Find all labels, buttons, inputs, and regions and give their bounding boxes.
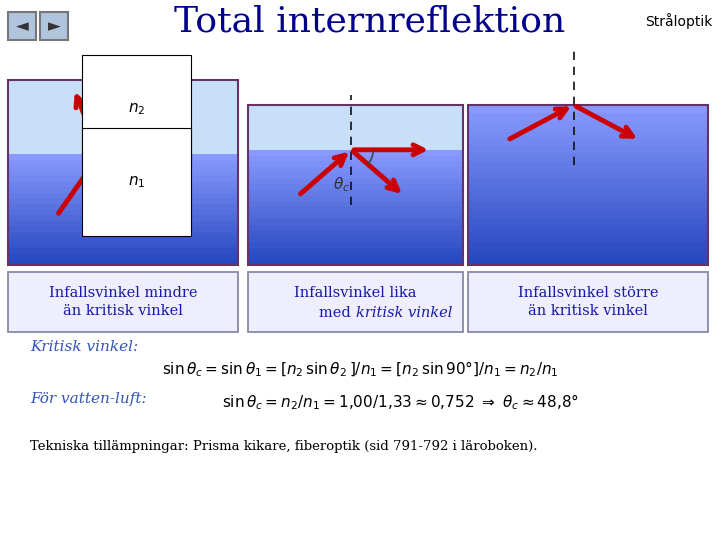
Text: För vatten-luft:: För vatten-luft: xyxy=(30,392,147,406)
Bar xyxy=(468,201,708,209)
Bar xyxy=(248,242,463,248)
Bar xyxy=(8,198,238,204)
Bar xyxy=(248,207,463,213)
Bar xyxy=(468,169,708,177)
Bar xyxy=(8,226,238,232)
Bar xyxy=(248,156,463,161)
Text: $n_1$: $n_1$ xyxy=(128,174,145,190)
Bar xyxy=(468,185,708,193)
Bar xyxy=(8,182,238,187)
Bar xyxy=(248,201,463,207)
Bar xyxy=(248,236,463,242)
Bar xyxy=(248,213,463,219)
Bar xyxy=(8,204,238,210)
Bar xyxy=(248,105,463,150)
Bar xyxy=(468,145,708,153)
Bar xyxy=(248,150,463,156)
Text: Infallsvinkel mindre
än kritisk vinkel: Infallsvinkel mindre än kritisk vinkel xyxy=(49,286,197,318)
Bar xyxy=(8,232,238,237)
Text: ►: ► xyxy=(48,17,60,35)
Bar xyxy=(8,80,238,154)
Bar xyxy=(248,219,463,225)
Bar xyxy=(8,80,238,265)
Bar xyxy=(468,137,708,145)
Bar xyxy=(248,259,463,265)
Bar xyxy=(468,193,708,201)
Bar xyxy=(468,153,708,161)
Bar xyxy=(8,171,238,176)
Bar xyxy=(8,210,238,215)
Bar xyxy=(468,217,708,225)
Bar xyxy=(468,233,708,241)
Text: Total internreflektion: Total internreflektion xyxy=(174,5,566,39)
Text: med: med xyxy=(319,306,356,320)
Bar xyxy=(468,177,708,185)
Bar xyxy=(248,225,463,231)
Bar xyxy=(248,173,463,179)
Bar xyxy=(248,179,463,184)
Bar xyxy=(248,105,463,265)
Text: $\sin\theta_c = \sin\theta_1 = [n_2\,\sin\theta_2\,]/n_1 = [n_2\,\sin 90°]/n_1 =: $\sin\theta_c = \sin\theta_1 = [n_2\,\si… xyxy=(162,360,558,380)
Bar xyxy=(8,221,238,226)
Bar xyxy=(468,257,708,265)
Bar xyxy=(8,259,238,265)
Bar xyxy=(8,187,238,193)
Bar xyxy=(248,184,463,190)
Bar xyxy=(468,129,708,137)
Bar xyxy=(8,237,238,243)
Bar xyxy=(468,121,708,129)
Bar xyxy=(8,154,238,159)
Text: $\sin\theta_c = n_2/n_1 = 1{,}00/1{,}33 \approx 0{,}752\ \Rightarrow\ \theta_c \: $\sin\theta_c = n_2/n_1 = 1{,}00/1{,}33 … xyxy=(222,392,578,411)
Bar xyxy=(468,105,708,113)
Text: Infallsvinkel större
än kritisk vinkel: Infallsvinkel större än kritisk vinkel xyxy=(518,286,658,318)
Text: $n_2$: $n_2$ xyxy=(128,101,145,117)
Bar xyxy=(468,161,708,169)
Bar xyxy=(468,249,708,257)
Text: Infallsvinkel lika: Infallsvinkel lika xyxy=(294,286,417,300)
Text: ◄: ◄ xyxy=(16,17,28,35)
Bar xyxy=(248,253,463,259)
Bar xyxy=(8,165,238,171)
Bar xyxy=(248,272,463,332)
FancyBboxPatch shape xyxy=(40,12,68,40)
Bar xyxy=(468,209,708,217)
Bar xyxy=(468,272,708,332)
Bar xyxy=(8,215,238,221)
Bar xyxy=(248,190,463,196)
Bar xyxy=(8,159,238,165)
Bar xyxy=(8,193,238,198)
Bar xyxy=(8,248,238,254)
Text: ​kritisk vinkel: ​kritisk vinkel xyxy=(356,306,452,320)
Bar xyxy=(8,176,238,182)
Text: Kritisk vinkel:: Kritisk vinkel: xyxy=(30,340,138,354)
Text: Stråloptik: Stråloptik xyxy=(644,13,712,29)
Bar xyxy=(248,231,463,236)
Text: $\theta_c$: $\theta_c$ xyxy=(333,175,350,193)
Bar xyxy=(468,105,708,265)
FancyBboxPatch shape xyxy=(8,12,36,40)
Bar xyxy=(8,243,238,248)
Bar xyxy=(468,113,708,121)
Bar xyxy=(8,254,238,259)
Bar xyxy=(468,225,708,233)
Bar xyxy=(8,272,238,332)
Bar xyxy=(248,161,463,167)
Bar xyxy=(468,241,708,249)
Text: Tekniska tillämpningar: Prisma kikare, fiberoptik (sid 791-792 i läroboken).: Tekniska tillämpningar: Prisma kikare, f… xyxy=(30,440,538,453)
Bar xyxy=(248,196,463,201)
Bar xyxy=(248,248,463,253)
Bar xyxy=(248,167,463,173)
